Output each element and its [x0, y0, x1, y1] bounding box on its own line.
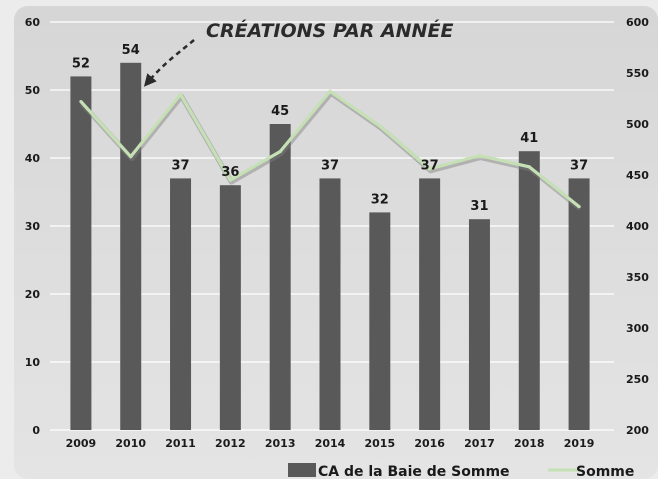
bar-value-label: 41 — [520, 131, 538, 146]
chart-title: CRÉATIONS PAR ANNÉE — [206, 19, 453, 42]
line-point — [527, 165, 531, 169]
line-point — [228, 178, 232, 182]
x-tick-label: 2017 — [464, 437, 495, 450]
bar — [568, 178, 590, 430]
bar — [120, 62, 142, 431]
bar — [319, 178, 341, 430]
line-point — [129, 155, 133, 159]
line-point — [477, 154, 482, 158]
y2-tick-label: 250 — [626, 373, 649, 386]
y2-axis-ticks: 200 250 300 350 400 450 500 550 600 — [626, 16, 649, 437]
x-tick-label: 2016 — [414, 437, 445, 450]
bar-value-label: 37 — [570, 158, 588, 173]
data-labels: 52 54 37 36 45 37 32 37 31 41 37 — [72, 43, 588, 214]
x-tick-label: 2015 — [365, 437, 396, 450]
legend-bar-label: CA de la Baie de Somme — [318, 464, 510, 479]
line-point — [428, 167, 432, 171]
bar — [219, 185, 241, 430]
x-tick-label: 2018 — [514, 437, 545, 450]
bar-value-label: 52 — [72, 56, 90, 71]
bar-value-label: 32 — [371, 192, 389, 207]
bar-value-label: 45 — [271, 104, 289, 119]
bar — [468, 219, 490, 430]
y-tick-label: 40 — [25, 152, 41, 165]
line-point — [378, 124, 382, 128]
title-arrow-icon — [143, 39, 195, 87]
y2-tick-label: 450 — [626, 169, 649, 182]
bar-value-label: 31 — [470, 199, 488, 214]
y2-tick-label: 350 — [626, 271, 649, 284]
bar — [269, 124, 291, 430]
y-tick-label: 10 — [25, 356, 41, 369]
y2-tick-label: 300 — [626, 322, 649, 335]
line-point — [178, 92, 183, 97]
x-axis-ticks: 2009 2010 2011 2012 2013 2014 2015 2016 2017 2018… — [66, 437, 595, 450]
bar — [518, 151, 540, 430]
line-point — [79, 99, 83, 104]
bar-series — [70, 62, 590, 431]
y-tick-label: 60 — [25, 16, 41, 29]
bar-value-label: 37 — [321, 158, 339, 173]
bar-value-label: 36 — [221, 165, 239, 180]
x-tick-label: 2012 — [215, 437, 246, 450]
x-tick-label: 2009 — [66, 437, 97, 450]
y-axis-ticks: 0 10 20 30 40 50 60 — [25, 16, 41, 437]
legend-bar-swatch — [288, 463, 316, 477]
y2-tick-label: 400 — [626, 220, 649, 233]
line-point — [577, 205, 581, 209]
bar-value-label: 54 — [122, 43, 140, 58]
x-tick-label: 2010 — [115, 437, 146, 450]
line-point — [278, 149, 282, 154]
y2-tick-label: 200 — [626, 424, 649, 437]
legend-line-label: Somme — [576, 464, 634, 479]
y-tick-label: 0 — [32, 424, 40, 437]
y2-tick-label: 550 — [626, 67, 649, 80]
bar-value-label: 37 — [421, 158, 439, 173]
x-tick-label: 2019 — [564, 437, 595, 450]
legend: CA de la Baie de Somme Somme — [288, 463, 634, 479]
x-tick-label: 2013 — [265, 437, 296, 450]
y2-tick-label: 500 — [626, 118, 649, 131]
line-series — [79, 89, 582, 211]
bar — [70, 76, 92, 431]
y2-tick-label: 600 — [626, 16, 649, 29]
bar-value-label: 37 — [171, 158, 189, 173]
x-tick-label: 2011 — [165, 437, 196, 450]
bar — [170, 178, 192, 430]
bar — [419, 178, 441, 430]
bar — [369, 212, 391, 430]
line-point — [328, 89, 332, 93]
y-tick-label: 20 — [25, 288, 41, 301]
y-tick-label: 50 — [25, 84, 41, 97]
y-tick-label: 30 — [25, 220, 41, 233]
x-tick-label: 2014 — [315, 437, 346, 450]
